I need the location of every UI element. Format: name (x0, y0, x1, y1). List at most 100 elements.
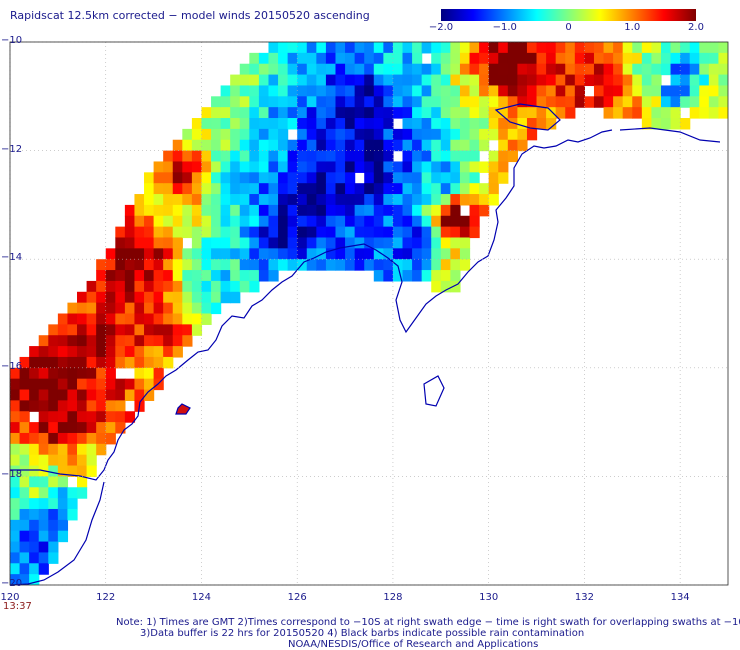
heatmap-cell (278, 128, 289, 141)
heatmap-cell (641, 74, 653, 87)
heatmap-cell (96, 324, 107, 336)
heatmap-cell (708, 52, 720, 65)
heatmap-cell (431, 226, 442, 239)
heatmap-cell (268, 161, 279, 173)
heatmap-cell (239, 194, 250, 206)
heatmap-cell (48, 454, 59, 467)
heatmap-cell (507, 96, 518, 108)
heatmap-cell (488, 63, 499, 76)
heatmap-cell (335, 42, 346, 54)
heatmap-cell (278, 42, 289, 54)
heatmap-cell (402, 259, 413, 271)
heatmap-cell (77, 335, 88, 347)
heatmap-cell (239, 259, 250, 271)
heatmap-cell (230, 107, 241, 119)
heatmap-cell (258, 150, 270, 163)
heatmap-cell (258, 107, 270, 119)
heatmap-cell (220, 183, 231, 195)
heatmap-cell (412, 161, 423, 173)
heatmap-cell (498, 96, 509, 108)
heatmap-cell (144, 346, 155, 358)
heatmap-cell (201, 139, 212, 152)
heatmap-cell (498, 128, 509, 141)
note-line-1: Note: 1) Times are GMT 2)Times correspon… (116, 617, 740, 628)
heatmap-cell (306, 215, 317, 228)
heatmap-cell (278, 259, 289, 271)
heatmap-cell (77, 487, 88, 499)
x-tick-label: 132 (574, 592, 594, 603)
heatmap-cell (230, 237, 241, 249)
y-tick-label: −16 (1, 360, 23, 372)
heatmap-cell (421, 150, 432, 163)
heatmap-cell (124, 259, 136, 271)
heatmap-cell (124, 302, 136, 315)
heatmap-cell (57, 346, 69, 358)
heatmap-cell (220, 85, 231, 97)
heatmap-cell (249, 248, 260, 260)
time-label: 13:37 (3, 601, 32, 612)
heatmap-cell (249, 139, 260, 152)
heatmap-cell (287, 226, 298, 239)
heatmap-cell (364, 215, 375, 228)
heatmap-cell (450, 161, 461, 173)
heatmap-cell (584, 74, 595, 87)
heatmap-cell (268, 74, 279, 87)
heatmap-cell (469, 128, 480, 141)
colorbar-tick-label: −2.0 (428, 22, 454, 33)
heatmap-cell (392, 139, 404, 152)
heatmap-cell (48, 519, 59, 532)
heatmap-cell (239, 183, 250, 195)
heatmap-cell (354, 226, 365, 239)
heatmap-cell (29, 400, 40, 412)
heatmap-cell (670, 74, 681, 87)
heatmap-cell (402, 161, 413, 173)
heatmap-cell (373, 204, 384, 217)
heatmap-cell (699, 52, 710, 65)
heatmap-cell (459, 118, 471, 130)
heatmap-cell (144, 367, 155, 380)
heatmap-cell (316, 259, 327, 271)
heatmap-cell (220, 194, 231, 206)
heatmap-cell (488, 172, 499, 184)
heatmap-cell (220, 118, 231, 130)
y-tick-label: −14 (1, 252, 23, 264)
heatmap-cell (10, 367, 21, 380)
heatmap-cell (316, 52, 327, 65)
heatmap-cell (670, 63, 681, 76)
heatmap-cell (172, 237, 183, 249)
heatmap-cell (364, 237, 375, 249)
heatmap-cell (10, 563, 21, 575)
heatmap-cell (201, 313, 212, 325)
heatmap-cell (115, 411, 126, 423)
heatmap-cell (67, 487, 78, 499)
heatmap-cell (450, 226, 461, 239)
heatmap-cell (517, 42, 528, 54)
heatmap-cell (431, 42, 442, 54)
heatmap-cell (86, 411, 97, 423)
heatmap-cell (287, 150, 298, 163)
heatmap-cell (335, 150, 346, 163)
heatmap-cell (383, 150, 394, 163)
heatmap-cell (383, 139, 394, 152)
heatmap-cell (10, 465, 21, 477)
heatmap-cell (641, 118, 653, 130)
heatmap-cell (335, 172, 346, 184)
heatmap-cell (19, 454, 30, 467)
heatmap-cell (153, 226, 164, 239)
heatmap-cell (38, 508, 49, 521)
heatmap-cell (373, 107, 384, 119)
heatmap-cell (670, 107, 681, 119)
heatmap-cell (191, 204, 203, 217)
heatmap-cell (325, 194, 337, 206)
heatmap-cell (124, 335, 136, 347)
heatmap-cell (191, 302, 203, 315)
heatmap-cell (373, 118, 384, 130)
heatmap-cell (459, 215, 471, 228)
heatmap-cell (364, 204, 375, 217)
heatmap-cell (383, 118, 394, 130)
heatmap-cell (287, 194, 298, 206)
heatmap-cell (67, 508, 78, 521)
heatmap-cell (86, 291, 97, 304)
heatmap-cell (325, 118, 337, 130)
heatmap-cell (440, 172, 451, 184)
